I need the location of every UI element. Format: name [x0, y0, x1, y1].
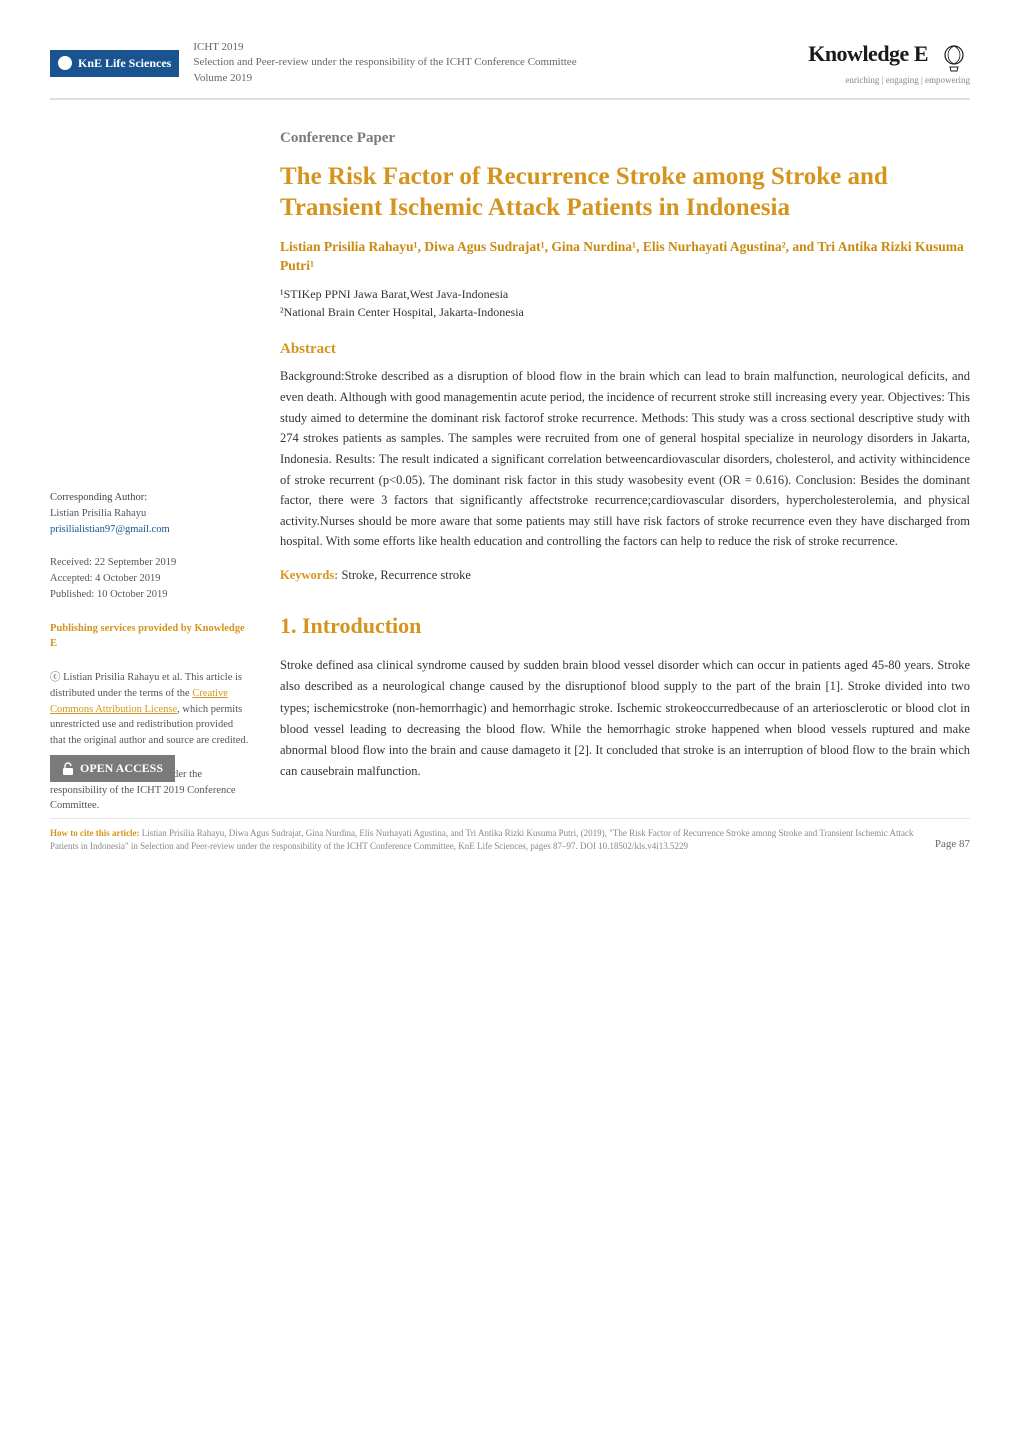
- main-content: Conference Paper The Risk Factor of Recu…: [280, 130, 970, 832]
- page-container: KnE Life Sciences ICHT 2019 Selection an…: [0, 0, 1020, 882]
- received-date: Received: 22 September 2019: [50, 555, 250, 571]
- volume: Volume 2019: [193, 71, 794, 86]
- affiliation-1: ¹STIKep PPNI Jawa Barat,West Java-Indone…: [280, 285, 970, 303]
- corresponding-label: Corresponding Author:: [50, 490, 250, 506]
- cite-label: How to cite this article:: [50, 828, 139, 838]
- header-bar: KnE Life Sciences ICHT 2019 Selection an…: [50, 40, 970, 100]
- services-heading: Publishing services provided by Knowledg…: [50, 621, 250, 653]
- corresponding-email-link[interactable]: prisilialistian97@gmail.com: [50, 524, 170, 535]
- footer-citation: How to cite this article: Listian Prisil…: [50, 827, 935, 852]
- conference-note: Selection and Peer-review under the resp…: [193, 55, 794, 70]
- page-number: Page 87: [935, 837, 970, 852]
- affiliations: ¹STIKep PPNI Jawa Barat,West Java-Indone…: [280, 285, 970, 321]
- conference-short: ICHT 2019: [193, 40, 794, 55]
- section-1-heading: 1. Introduction: [280, 613, 970, 639]
- header-meta: ICHT 2019 Selection and Peer-review unde…: [193, 40, 794, 86]
- published-date: Published: 10 October 2019: [50, 587, 250, 603]
- keywords-text: Stroke, Recurrence stroke: [341, 568, 470, 582]
- badge-dot-icon: [58, 56, 72, 70]
- publisher-badge: KnE Life Sciences: [50, 50, 179, 77]
- brand-head-icon: [938, 41, 970, 73]
- unlock-icon: [62, 762, 74, 776]
- footer: How to cite this article: Listian Prisil…: [50, 818, 970, 852]
- brand-logo: Knowledge E enriching | engaging | empow…: [808, 41, 970, 85]
- abstract-text: Background:Stroke described as a disrupt…: [280, 366, 970, 552]
- publisher-badge-text: KnE Life Sciences: [78, 56, 171, 71]
- open-access-label: OPEN ACCESS: [80, 761, 163, 776]
- open-access-badge: OPEN ACCESS: [50, 755, 175, 782]
- cite-text: Listian Prisilia Rahayu, Diwa Agus Sudra…: [50, 828, 914, 851]
- sidebar: Corresponding Author: Listian Prisilia R…: [50, 130, 250, 832]
- brand-tagline: enriching | engaging | empowering: [808, 75, 970, 85]
- corresponding-author-block: Corresponding Author: Listian Prisilia R…: [50, 490, 250, 537]
- corresponding-name: Listian Prisilia Rahayu: [50, 506, 250, 522]
- services-block: Publishing services provided by Knowledg…: [50, 621, 250, 653]
- brand-name: Knowledge E: [808, 41, 928, 66]
- affiliation-2: ²National Brain Center Hospital, Jakarta…: [280, 303, 970, 321]
- accepted-date: Accepted: 4 October 2019: [50, 571, 250, 587]
- content-wrap: Corresponding Author: Listian Prisilia R…: [50, 130, 970, 832]
- copyright-symbol: ⓒ: [50, 672, 61, 683]
- authors-line: Listian Prisilia Rahayu¹, Diwa Agus Sudr…: [280, 238, 970, 276]
- copyright-block: ⓒ Listian Prisilia Rahayu et al. This ar…: [50, 670, 250, 749]
- keywords-label: Keywords:: [280, 568, 338, 582]
- keywords-line: Keywords: Stroke, Recurrence stroke: [280, 568, 970, 583]
- abstract-heading: Abstract: [280, 341, 970, 358]
- dates-block: Received: 22 September 2019 Accepted: 4 …: [50, 555, 250, 602]
- section-1-body: Stroke defined asa clinical syndrome cau…: [280, 655, 970, 783]
- paper-type-label: Conference Paper: [280, 130, 970, 147]
- paper-title: The Risk Factor of Recurrence Stroke amo…: [280, 161, 970, 224]
